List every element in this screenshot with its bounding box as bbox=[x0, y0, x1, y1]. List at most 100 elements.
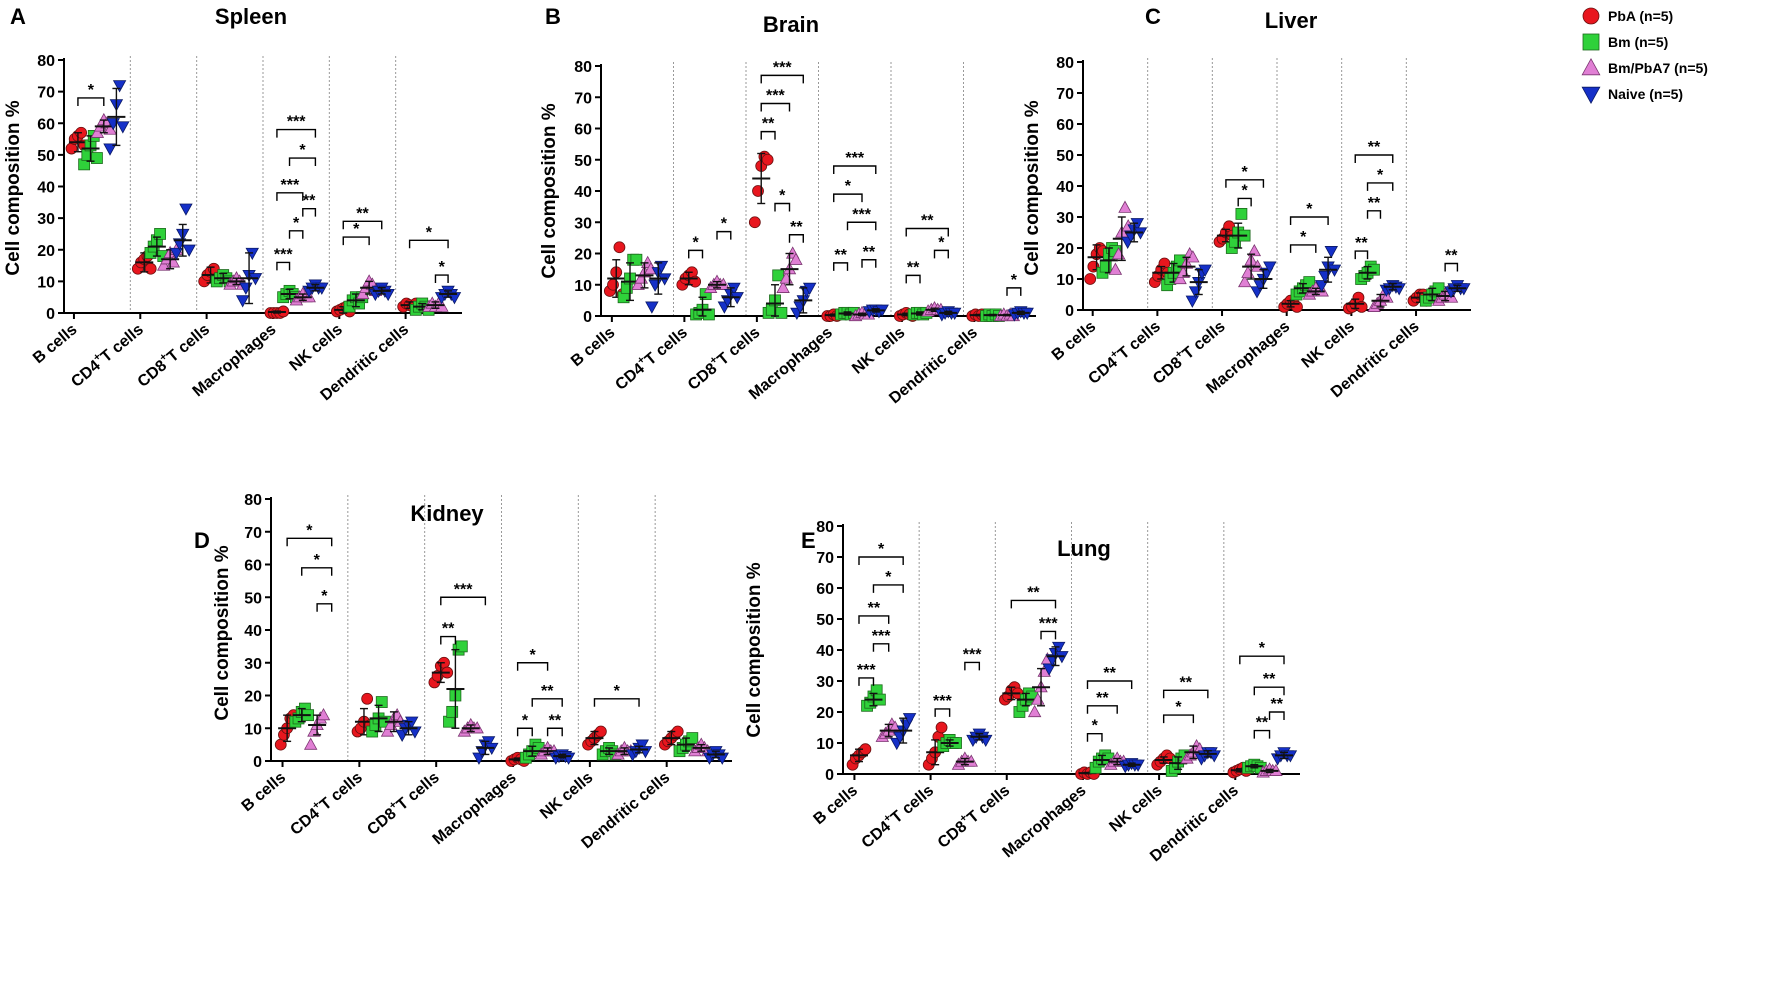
significance-bracket bbox=[1086, 705, 1118, 714]
y-tick-label: 10 bbox=[1056, 272, 1074, 289]
panel-a: A Spleen Cell composition % 0 10 20 30 40 50 60 70… bbox=[3, 4, 462, 404]
data-point bbox=[648, 279, 662, 292]
legend-triangle-down-icon bbox=[1581, 86, 1601, 105]
significance-bracket bbox=[1239, 655, 1285, 665]
series-2 bbox=[90, 112, 449, 312]
significance-bracket bbox=[858, 677, 875, 686]
significance-label: * bbox=[522, 712, 529, 729]
y-tick-label: 30 bbox=[37, 211, 55, 228]
significance-bracket bbox=[872, 643, 890, 652]
data-point bbox=[748, 216, 761, 229]
y-tick-label: 30 bbox=[1056, 210, 1074, 227]
y-tick-label: 40 bbox=[816, 643, 834, 660]
data-point bbox=[1186, 250, 1200, 263]
x-tick-label: NK cells bbox=[1299, 318, 1358, 372]
x-tick-label: NK cells bbox=[1106, 782, 1165, 836]
significance-bracket bbox=[286, 537, 333, 547]
y-axis-label: Cell composition % bbox=[3, 100, 24, 275]
significance-label: * bbox=[1300, 229, 1307, 246]
x-tick-label: NK cells bbox=[537, 769, 596, 823]
significance-label: *** bbox=[933, 693, 952, 710]
significance-bracket bbox=[288, 157, 317, 167]
significance-bracket bbox=[872, 584, 904, 593]
significance-bracket bbox=[531, 698, 563, 707]
legend: PbA (n=5) Bm (n=5) Bm/PbA7 (n=5) Naive (n=5… bbox=[1581, 7, 1708, 105]
panel-letter: D bbox=[194, 528, 210, 553]
significance-label: ** bbox=[834, 247, 847, 264]
panel-e: E Lung Cell composition % 0 10 20 30 40 50 60 70 80… bbox=[744, 519, 1300, 865]
panel-letter: C bbox=[1145, 4, 1161, 29]
significance-label: ** bbox=[356, 205, 369, 222]
y-tick-label: 60 bbox=[244, 558, 262, 575]
significance-bracket bbox=[688, 249, 704, 259]
x-tick-label: CD4+T cells bbox=[857, 780, 938, 852]
data-point bbox=[775, 306, 788, 319]
y-tick-label: 50 bbox=[244, 590, 262, 607]
data-point bbox=[1027, 704, 1042, 718]
significance-label: * bbox=[426, 224, 433, 241]
significance-bracket bbox=[276, 128, 317, 138]
significance-bracket bbox=[1253, 729, 1271, 739]
significance-label: ** bbox=[907, 259, 920, 276]
y-axis-label: Cell composition % bbox=[1022, 100, 1043, 275]
significance-bracket bbox=[77, 97, 105, 106]
significance-label: * bbox=[1011, 272, 1018, 289]
significance-label: ** bbox=[762, 116, 775, 133]
significance-label: *** bbox=[454, 581, 473, 598]
significance-label: ** bbox=[868, 600, 881, 617]
data-point bbox=[116, 121, 130, 134]
data-point bbox=[1042, 663, 1056, 676]
significance-bracket bbox=[833, 262, 849, 271]
significance-bracket bbox=[1162, 714, 1195, 724]
y-tick-label: 70 bbox=[816, 550, 834, 567]
significance-bracket bbox=[774, 202, 791, 212]
significance-bracket bbox=[434, 274, 449, 284]
series-3 bbox=[1120, 218, 1471, 308]
legend-label: Naive (n=5) bbox=[1608, 86, 1683, 102]
significance-bracket bbox=[905, 227, 949, 237]
data-point bbox=[902, 713, 917, 726]
y-tick-label: 70 bbox=[1056, 86, 1074, 103]
significance-label: *** bbox=[963, 646, 982, 663]
series-1 bbox=[289, 640, 699, 764]
significance-bracket bbox=[408, 239, 449, 249]
data-point bbox=[447, 292, 462, 305]
x-tick-label: B cells bbox=[1049, 318, 1100, 364]
y-tick-label: 0 bbox=[825, 767, 834, 784]
data-point bbox=[1263, 261, 1277, 274]
y-tick-label: 0 bbox=[583, 309, 592, 326]
data-point bbox=[443, 715, 455, 728]
legend-label: Bm/PbA7 (n=5) bbox=[1608, 60, 1708, 76]
y-tick-label: 50 bbox=[574, 153, 592, 170]
series-2 bbox=[631, 246, 1021, 322]
data-point bbox=[356, 286, 370, 300]
significance-bracket bbox=[1444, 262, 1459, 272]
significance-bracket bbox=[516, 727, 533, 737]
significance-bracket bbox=[342, 236, 370, 246]
panel-letter: E bbox=[801, 528, 816, 553]
significance-label: *** bbox=[857, 662, 876, 679]
y-tick-label: 70 bbox=[244, 525, 262, 542]
data-point bbox=[112, 80, 127, 93]
panel-letter: A bbox=[10, 4, 26, 29]
legend-triangle-up-icon bbox=[1581, 57, 1601, 76]
panel-c: C Liver Cell composition % 0 10 20 30 40 50 60 70 8… bbox=[1022, 4, 1471, 401]
significance-label: ** bbox=[1271, 696, 1284, 713]
y-tick-label: 20 bbox=[37, 243, 55, 260]
data-point bbox=[1368, 263, 1380, 276]
significance-label: *** bbox=[845, 150, 864, 167]
legend-label: Bm (n=5) bbox=[1608, 34, 1668, 50]
y-tick-label: 30 bbox=[574, 215, 592, 232]
series-1 bbox=[861, 684, 1267, 777]
y-axis-label: Cell composition % bbox=[212, 545, 233, 720]
data-point bbox=[1185, 295, 1200, 308]
data-point bbox=[631, 277, 645, 290]
significance-label: * bbox=[1242, 182, 1249, 199]
y-tick-label: 30 bbox=[244, 656, 262, 673]
significance-bracket bbox=[516, 662, 549, 671]
panel-letter: B bbox=[545, 4, 561, 29]
data-point bbox=[381, 288, 395, 302]
panel-b: B Brain Cell composition % 0 10 20 30 40 50 60 70 8… bbox=[539, 4, 1036, 407]
data-point bbox=[776, 280, 790, 293]
data-point bbox=[979, 734, 993, 748]
